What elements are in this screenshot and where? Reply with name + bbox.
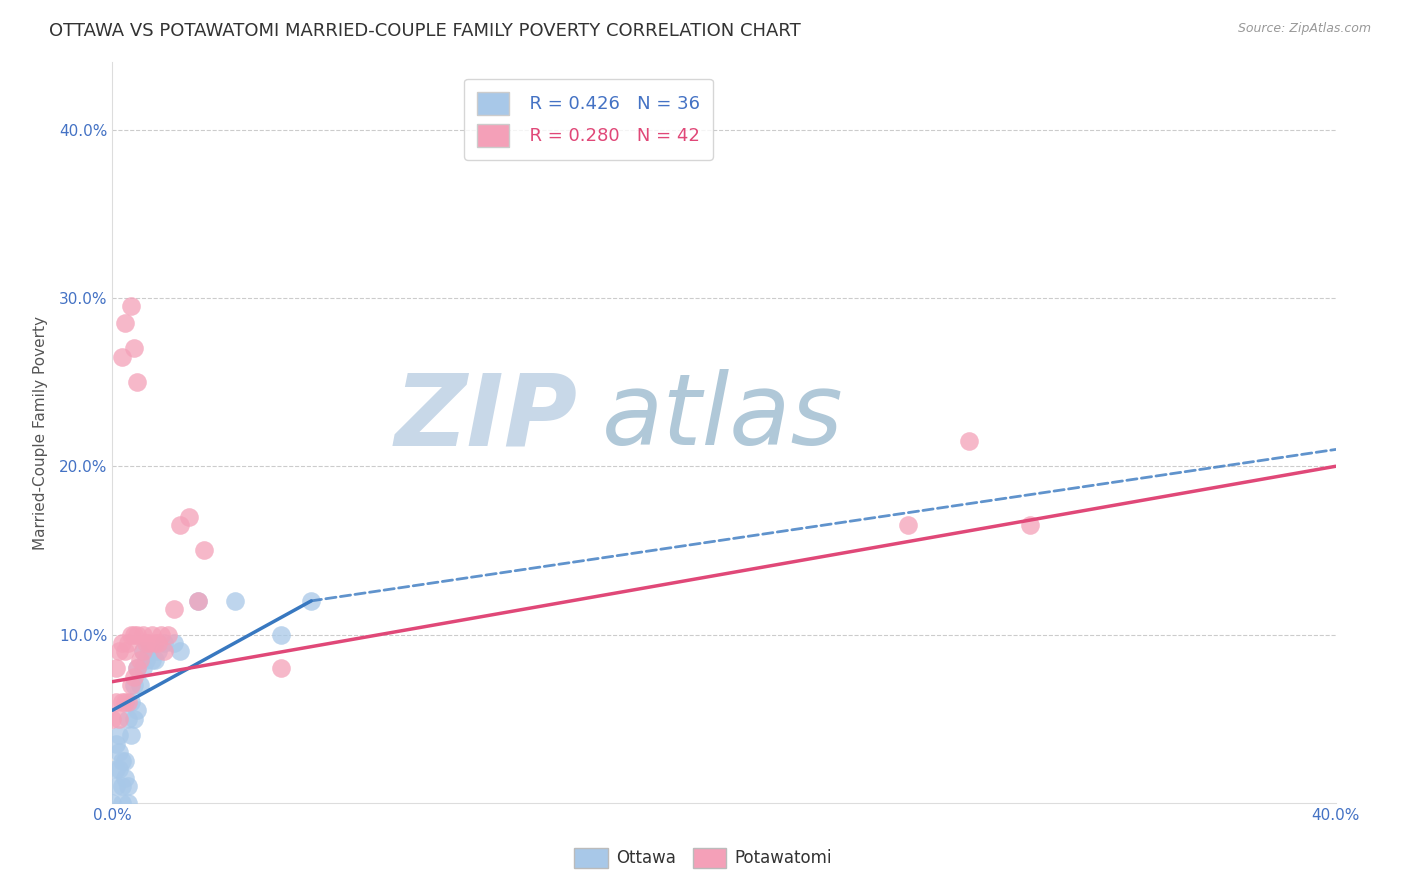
Point bbox=[143, 636, 166, 650]
Point bbox=[129, 678, 152, 692]
Point bbox=[148, 636, 170, 650]
Point bbox=[104, 737, 127, 751]
Point bbox=[107, 762, 129, 776]
Point bbox=[169, 644, 191, 658]
Point bbox=[187, 594, 209, 608]
Point bbox=[1018, 518, 1040, 533]
Text: OTTAWA VS POTAWATOMI MARRIED-COUPLE FAMILY POVERTY CORRELATION CHART: OTTAWA VS POTAWATOMI MARRIED-COUPLE FAMI… bbox=[49, 22, 801, 40]
Point bbox=[299, 594, 322, 608]
Point bbox=[122, 670, 145, 684]
Point bbox=[187, 594, 209, 608]
Point bbox=[101, 796, 124, 810]
Point bbox=[153, 644, 176, 658]
Text: ZIP: ZIP bbox=[394, 369, 578, 467]
Point bbox=[104, 695, 127, 709]
Legend:   R = 0.426   N = 36,   R = 0.280   N = 42: R = 0.426 N = 36, R = 0.280 N = 42 bbox=[464, 78, 713, 160]
Point bbox=[156, 627, 179, 641]
Point bbox=[135, 636, 157, 650]
Point bbox=[107, 712, 129, 726]
Point bbox=[114, 644, 136, 658]
Point bbox=[111, 636, 134, 650]
Point bbox=[101, 712, 124, 726]
Text: atlas: atlas bbox=[602, 369, 844, 467]
Point bbox=[125, 661, 148, 675]
Point bbox=[153, 636, 176, 650]
Point bbox=[150, 627, 173, 641]
Point bbox=[138, 636, 160, 650]
Point bbox=[132, 627, 155, 641]
Point bbox=[104, 661, 127, 675]
Point bbox=[957, 434, 980, 448]
Point bbox=[143, 653, 166, 667]
Point bbox=[111, 350, 134, 364]
Point bbox=[111, 796, 134, 810]
Point bbox=[122, 712, 145, 726]
Point bbox=[132, 644, 155, 658]
Point bbox=[138, 644, 160, 658]
Legend: Ottawa, Potawatomi: Ottawa, Potawatomi bbox=[568, 841, 838, 875]
Point bbox=[107, 745, 129, 759]
Point bbox=[114, 754, 136, 768]
Point bbox=[163, 636, 186, 650]
Point bbox=[120, 695, 142, 709]
Text: Source: ZipAtlas.com: Source: ZipAtlas.com bbox=[1237, 22, 1371, 36]
Point bbox=[270, 627, 292, 641]
Point bbox=[104, 762, 127, 776]
Point bbox=[122, 627, 145, 641]
Point bbox=[132, 661, 155, 675]
Point bbox=[117, 796, 139, 810]
Point bbox=[224, 594, 246, 608]
Point bbox=[117, 695, 139, 709]
Point bbox=[141, 653, 163, 667]
Point bbox=[122, 678, 145, 692]
Y-axis label: Married-Couple Family Poverty: Married-Couple Family Poverty bbox=[32, 316, 48, 549]
Point bbox=[114, 695, 136, 709]
Point bbox=[897, 518, 920, 533]
Point bbox=[111, 779, 134, 793]
Point bbox=[120, 678, 142, 692]
Point bbox=[148, 644, 170, 658]
Point bbox=[114, 316, 136, 330]
Point bbox=[122, 342, 145, 356]
Point bbox=[270, 661, 292, 675]
Point bbox=[163, 602, 186, 616]
Point bbox=[120, 729, 142, 743]
Point bbox=[125, 375, 148, 389]
Point bbox=[117, 712, 139, 726]
Point bbox=[125, 627, 148, 641]
Point bbox=[177, 509, 200, 524]
Point bbox=[193, 543, 215, 558]
Point bbox=[169, 518, 191, 533]
Point bbox=[117, 636, 139, 650]
Point bbox=[132, 644, 155, 658]
Point bbox=[120, 627, 142, 641]
Point bbox=[111, 695, 134, 709]
Point bbox=[125, 661, 148, 675]
Point bbox=[117, 779, 139, 793]
Point bbox=[141, 627, 163, 641]
Point bbox=[135, 653, 157, 667]
Point bbox=[104, 779, 127, 793]
Point bbox=[120, 300, 142, 314]
Point bbox=[111, 754, 134, 768]
Point bbox=[107, 644, 129, 658]
Point bbox=[125, 703, 148, 717]
Point bbox=[114, 771, 136, 785]
Point bbox=[129, 653, 152, 667]
Point bbox=[107, 729, 129, 743]
